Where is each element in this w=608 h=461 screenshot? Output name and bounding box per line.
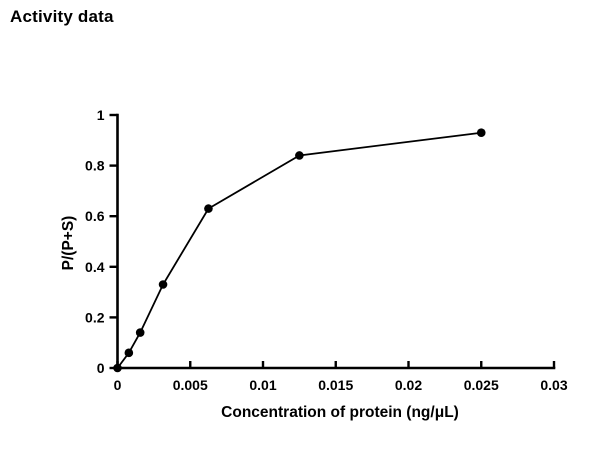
x-tick-label: 0.005 bbox=[173, 377, 208, 393]
y-tick-label: 1 bbox=[97, 107, 105, 123]
y-axis-label: P/(P+S) bbox=[60, 216, 77, 271]
y-tick-label: 0.4 bbox=[85, 259, 105, 275]
data-point bbox=[135, 328, 145, 337]
series-line bbox=[116, 131, 482, 369]
x-tick-label: 0.025 bbox=[464, 377, 499, 393]
x-axis-label: Concentration of protein (ng/μL) bbox=[221, 404, 459, 421]
data-series bbox=[113, 128, 486, 373]
data-point bbox=[124, 348, 134, 358]
axis-ticks: 0 0.005 0.01 0.015 0.02 0.025 0.03 0 0.2 0.4 0.6 0.… bbox=[85, 107, 568, 393]
data-point bbox=[158, 280, 168, 289]
x-tick-label: 0.03 bbox=[540, 377, 567, 393]
data-point bbox=[476, 128, 486, 138]
axis-frame bbox=[116, 113, 556, 370]
data-point bbox=[295, 151, 304, 160]
data-point bbox=[204, 204, 213, 213]
chart-title: Activity data bbox=[10, 7, 114, 26]
x-tick-label: 0.01 bbox=[249, 377, 276, 393]
x-tick-label: 0 bbox=[114, 377, 122, 393]
y-tick-label: 0.2 bbox=[85, 309, 105, 325]
y-tick-label: 0.6 bbox=[85, 208, 105, 224]
data-point bbox=[113, 363, 122, 373]
x-tick-label: 0.015 bbox=[318, 377, 353, 393]
y-tick-label: 0.8 bbox=[85, 158, 105, 174]
y-tick-label: 0 bbox=[97, 360, 105, 376]
x-tick-label: 0.02 bbox=[395, 377, 422, 393]
